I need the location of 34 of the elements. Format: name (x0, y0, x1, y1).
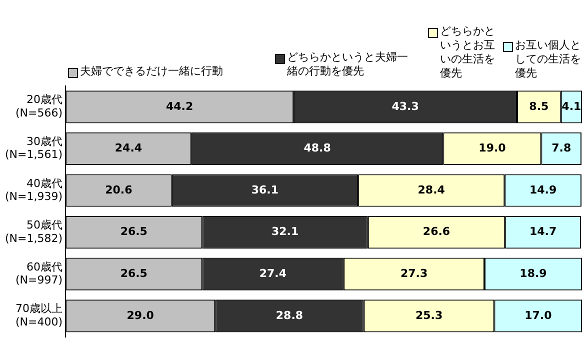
data-label: 14.9 (529, 183, 557, 196)
data-label: 36.1 (251, 183, 279, 196)
y-tick-label: 70歳以上 (N=400) (15, 302, 63, 328)
data-label: 26.6 (422, 225, 450, 238)
legend-label: 夫婦でできるだけ一緒に行動 (80, 64, 223, 78)
data-label: 28.4 (418, 183, 446, 196)
legend-label: どちらかというとお互いの生活を優先 (440, 24, 495, 80)
data-label: 29.0 (126, 308, 154, 322)
data-label: 48.8 (304, 142, 331, 155)
data-label: 17.0 (524, 308, 552, 322)
data-label: 26.5 (120, 225, 148, 238)
y-tick-label: 40歳代 (N=1,939) (4, 176, 63, 203)
data-label: 43.3 (392, 100, 419, 113)
y-tick-label: 30歳代 (N=1,561) (4, 134, 63, 162)
data-label: 26.5 (120, 266, 148, 280)
data-label: 8.5 (529, 100, 549, 113)
data-label: 24.4 (114, 142, 142, 155)
data-label: 27.3 (400, 266, 428, 280)
data-label: 32.1 (271, 225, 299, 238)
data-label: 44.2 (166, 100, 194, 113)
data-label: 25.3 (415, 308, 443, 322)
legend-label: お互い個人としての生活を優先 (515, 38, 581, 80)
y-tick-label: 50歳代 (N=1,582) (4, 218, 63, 245)
data-label: 28.8 (276, 308, 304, 322)
data-label: 4.1 (562, 100, 582, 113)
data-label: 20.6 (105, 183, 133, 196)
data-label: 18.9 (520, 266, 547, 280)
legend-label: どちらかというと夫婦一緒の行動を優先 (286, 50, 408, 78)
data-label: 7.8 (552, 142, 572, 155)
y-tick-label: 20歳代 (N=566) (15, 93, 63, 120)
y-tick-label: 60歳代 (N=997) (15, 260, 63, 287)
data-label: 19.0 (478, 142, 506, 155)
data-label: 27.4 (259, 266, 287, 280)
data-label: 14.7 (529, 225, 557, 238)
